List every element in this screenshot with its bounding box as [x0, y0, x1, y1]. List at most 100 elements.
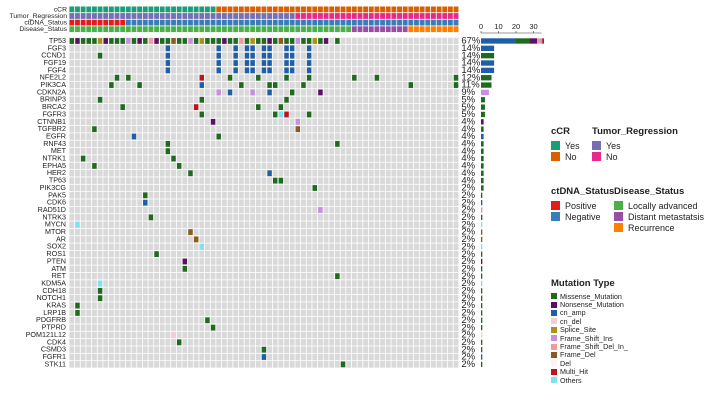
grid-cell [80, 96, 86, 104]
percent-label: 4% [461, 146, 475, 157]
grid-cell [221, 265, 227, 273]
annotation-cell [363, 26, 369, 33]
grid-cell [188, 346, 193, 353]
grid-cell [250, 243, 256, 251]
annotation-cell [419, 26, 425, 33]
mutation-cell [261, 346, 267, 353]
grid-cell [261, 324, 267, 331]
mutation-cell [120, 104, 125, 110]
grid-cell [385, 346, 391, 353]
grid-cell [447, 214, 453, 221]
grid-cell [408, 236, 414, 243]
grid-cell [244, 81, 250, 89]
grid-cell [182, 214, 188, 221]
grid-cell [69, 287, 75, 295]
annotation-cell [255, 26, 261, 33]
grid-cell [137, 67, 143, 74]
grid-cell [340, 74, 346, 81]
annotation-cell [261, 6, 267, 13]
grid-cell [176, 170, 182, 177]
grid-cell [108, 59, 114, 67]
grid-cell [397, 309, 402, 317]
grid-cell [176, 67, 182, 74]
grid-cell [97, 309, 103, 317]
mutation-cell [295, 118, 301, 125]
grid-cell [357, 287, 363, 295]
grid-cell [419, 147, 425, 155]
grid-cell [334, 192, 340, 199]
grid-cell [391, 59, 397, 67]
grid-cell [250, 96, 256, 104]
annotation-cell [142, 6, 148, 13]
grid-cell [340, 272, 346, 280]
grid-cell [238, 302, 244, 309]
grid-cell [351, 272, 357, 280]
grid-cell [357, 317, 363, 324]
grid-cell [108, 111, 114, 118]
grid-cell [323, 331, 329, 339]
legend-mutation-item: Missense_Mutation [551, 292, 628, 301]
barplot-bar [481, 163, 484, 169]
grid-cell [453, 214, 459, 221]
annotation-cell [380, 6, 385, 13]
grid-cell [289, 353, 295, 361]
grid-cell [368, 118, 374, 126]
grid-cell [334, 170, 340, 177]
grid-cell [442, 206, 448, 214]
grid-cell [267, 353, 272, 361]
grid-cell [391, 324, 397, 331]
grid-cell [272, 361, 278, 368]
grid-cell [419, 317, 425, 324]
grid-cell [86, 199, 92, 206]
percent-label: 2% [461, 300, 475, 311]
grid-cell [86, 59, 92, 67]
grid-cell [436, 147, 442, 155]
grid-cell [227, 147, 233, 155]
grid-cell [108, 74, 114, 81]
grid-cell [431, 177, 436, 184]
grid-cell [238, 331, 244, 339]
annotation-cell [137, 13, 143, 19]
grid-cell [92, 192, 97, 199]
grid-cell [278, 96, 284, 104]
grid-cell [238, 59, 244, 67]
grid-cell [159, 250, 165, 258]
percent-label: 5% [461, 109, 475, 120]
grid-cell [447, 81, 453, 89]
grid-cell [255, 140, 261, 148]
grid-cell [69, 59, 75, 67]
grid-cell [267, 250, 272, 258]
grid-cell [447, 309, 453, 317]
grid-cell [216, 346, 222, 353]
grid-cell [363, 74, 369, 81]
grid-cell [103, 206, 109, 214]
grid-cell [137, 236, 143, 243]
grid-cell [210, 177, 216, 184]
grid-cell [414, 89, 419, 96]
grid-cell [351, 346, 357, 353]
grid-cell [188, 265, 193, 273]
grid-cell [244, 184, 250, 192]
legend-label: No [606, 151, 618, 162]
grid-cell [391, 346, 397, 353]
annotation-cell [442, 19, 448, 26]
grid-cell [385, 177, 391, 184]
grid-cell [108, 221, 114, 228]
grid-cell [188, 118, 193, 126]
grid-cell [154, 81, 159, 89]
grid-cell [125, 59, 131, 67]
grid-cell [329, 236, 335, 243]
grid-cell [284, 162, 289, 170]
grid-cell [408, 258, 414, 265]
grid-cell [402, 236, 408, 243]
grid-cell [97, 265, 103, 273]
grid-cell [137, 89, 143, 96]
grid-cell [425, 214, 431, 221]
grid-cell [278, 147, 284, 155]
grid-cell [295, 147, 301, 155]
annotation-cell [306, 26, 312, 33]
grid-cell [131, 162, 137, 170]
grid-cell [193, 228, 199, 236]
grid-cell [250, 228, 256, 236]
grid-cell [159, 324, 165, 331]
